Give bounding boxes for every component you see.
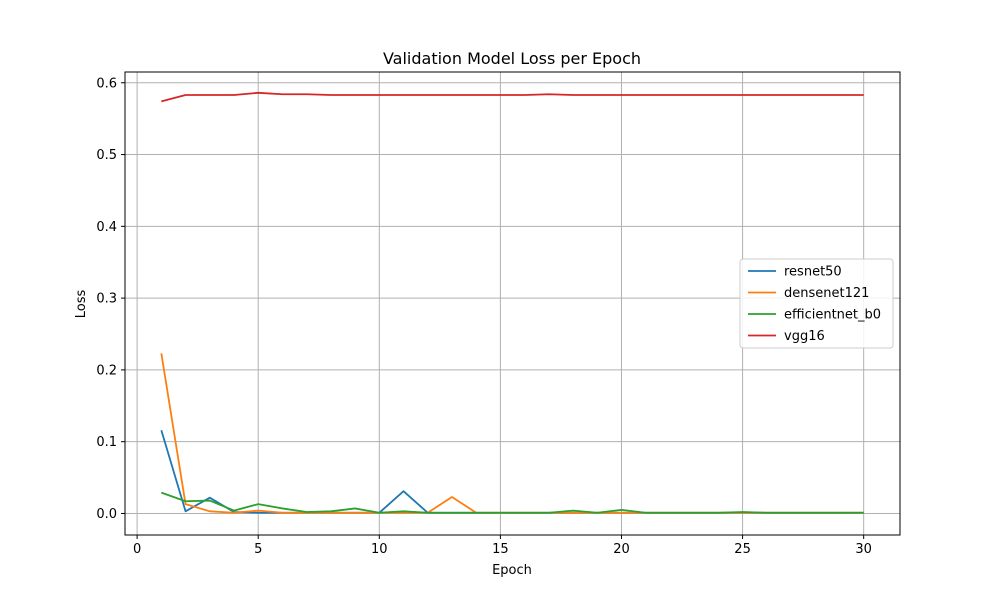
legend-box [739, 258, 894, 349]
y-tick-label: 0.6 [96, 76, 117, 91]
x-tick-label: 15 [492, 542, 509, 557]
x-tick-label: 20 [613, 542, 630, 557]
x-axis: 0 5 10 15 20 25 30 [133, 535, 872, 557]
axes-frame [124, 71, 901, 536]
legend-label-vgg16: vgg16 [784, 329, 825, 344]
y-tick-label: 0.1 [96, 435, 117, 450]
y-tick-label: 0.0 [96, 507, 117, 522]
legend-label-densenet121: densenet121 [784, 286, 869, 301]
legend-label-resnet50: resnet50 [784, 265, 842, 280]
x-tick-label: 5 [254, 542, 262, 557]
x-axis-label: Epoch [492, 563, 532, 578]
y-axis-label: Loss [74, 290, 89, 319]
x-tick-label: 0 [133, 542, 141, 557]
x-tick-label: 10 [371, 542, 388, 557]
x-tick-label: 30 [855, 542, 872, 557]
series-layer [160, 91, 864, 514]
series-line-efficientnet_b0 [161, 491, 864, 514]
series-line-vgg16 [161, 91, 864, 103]
legend: resnet50 densenet121 efficientnet_b0 vgg16 [739, 258, 894, 349]
y-tick-label: 0.3 [96, 292, 117, 307]
y-axis: 0.0 0.1 0.2 0.3 0.4 0.5 0.6 [96, 76, 125, 522]
y-tick-label: 0.2 [96, 363, 117, 378]
y-tick-label: 0.4 [96, 220, 117, 235]
chart-title: Validation Model Loss per Epoch [383, 49, 641, 68]
x-tick-label: 25 [734, 542, 751, 557]
y-tick-label: 0.5 [96, 148, 117, 163]
legend-label-efficientnet_b0: efficientnet_b0 [784, 308, 881, 323]
